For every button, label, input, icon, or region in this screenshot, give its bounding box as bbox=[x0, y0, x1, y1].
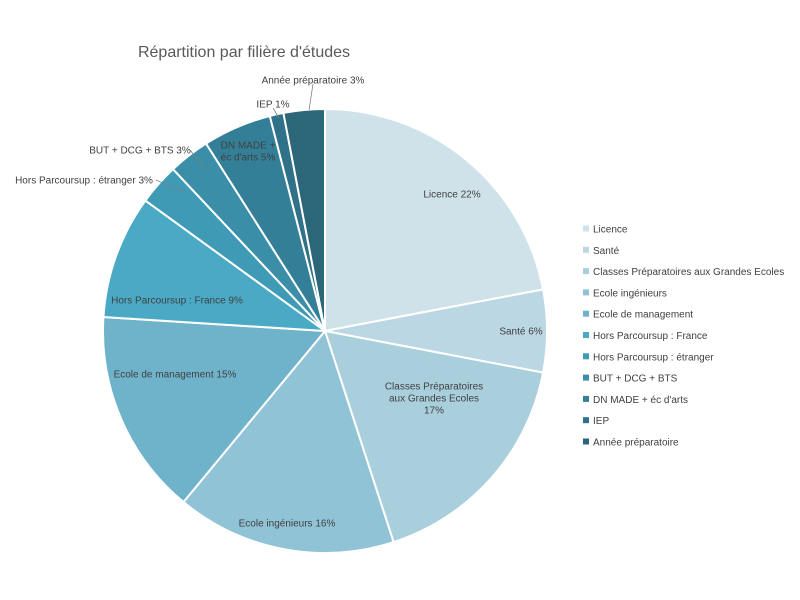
pie-slice-ecole-de-management bbox=[102, 315, 328, 504]
leader-lines bbox=[155, 83, 314, 193]
data-label-iep: IEP 1% bbox=[256, 100, 289, 111]
pie-slice-hors-parcoursup-france bbox=[102, 199, 329, 333]
leader-line-hors-parcoursup-etranger bbox=[155, 179, 184, 193]
legend-label-hors-parcoursup-etranger: Hors Parcoursup : étranger bbox=[593, 352, 714, 363]
legend-label-ecole-de-management: Ecole de management bbox=[593, 310, 693, 321]
chart-title: Répartition par filière d'études bbox=[138, 44, 350, 61]
pie-slice-licence bbox=[324, 107, 545, 333]
pie-slices bbox=[102, 107, 548, 554]
legend-label-hors-parcoursup-france: Hors Parcoursup : France bbox=[593, 331, 708, 342]
legend-swatch-dn-made-ec-d-arts bbox=[583, 395, 589, 402]
pie-slice-annee-preparatoire bbox=[282, 107, 326, 332]
data-label-licence: Licence 22% bbox=[423, 190, 480, 201]
data-labels: Licence 22% Santé 6% Classes Préparatoires… bbox=[15, 76, 543, 530]
leader-line-but-dcg-bts bbox=[189, 149, 207, 171]
legend-swatch-licence bbox=[583, 225, 589, 232]
legend-label-licence: Licence bbox=[593, 225, 628, 236]
data-label-but-dcg-bts: BUT + DCG + BTS 3% bbox=[89, 146, 191, 157]
legend-swatch-ecole-de-management bbox=[583, 310, 589, 317]
legend-swatch-but-dcg-bts bbox=[583, 374, 589, 381]
data-label-classes-preparatoires-aux-grandes-ecoles: Classes Préparatoires aux Grandes Ecoles 1… bbox=[385, 382, 483, 417]
legend-label-but-dcg-bts: BUT + DCG + BTS bbox=[593, 374, 678, 385]
legend-label-sante: Santé bbox=[593, 246, 620, 257]
leader-line-annee-preparatoire bbox=[308, 83, 314, 111]
legend-swatch-classes-preparatoires-aux-grandes-ecoles bbox=[583, 268, 589, 275]
pie-slice-ecole-ingenieurs bbox=[182, 328, 395, 554]
leader-line-iep bbox=[272, 107, 280, 119]
data-label-sante: Santé 6% bbox=[499, 327, 542, 338]
legend-swatch-hors-parcoursup-france bbox=[583, 332, 589, 338]
data-label-hors-parcoursup-france: Hors Parcoursup : France 9% bbox=[111, 296, 243, 307]
legend-label-classes-preparatoires-aux-grandes-ecoles: Classes Préparatoires aux Grandes Ecoles bbox=[593, 267, 784, 278]
data-label-hors-parcoursup-etranger: Hors Parcoursup : étranger 3% bbox=[15, 176, 153, 187]
data-label-annee-preparatoire: Année préparatoire 3% bbox=[262, 76, 365, 87]
legend-swatch-sante bbox=[583, 246, 589, 253]
data-label-ecole-ingenieurs: Ecole ingénieurs 16% bbox=[239, 519, 336, 530]
data-label-dn-made-ec-d-arts: DN MADE + éc d'arts 5% bbox=[221, 141, 276, 164]
legend-label-annee-preparatoire: Année préparatoire bbox=[593, 438, 679, 449]
legend-label-ecole-ingenieurs: Ecole ingénieurs bbox=[593, 288, 667, 299]
data-label-ecole-de-management: Ecole de management 15% bbox=[114, 370, 237, 381]
legend-swatch-ecole-ingenieurs bbox=[583, 289, 589, 296]
legend-swatch-annee-preparatoire bbox=[583, 438, 589, 445]
pie-slice-classes-preparatoires-aux-grandes-ecoles bbox=[323, 329, 545, 544]
legend-swatch-hors-parcoursup-etranger bbox=[583, 353, 589, 360]
legend-label-dn-made-ec-d-arts: DN MADE + éc d'arts bbox=[593, 395, 688, 406]
legend-swatch-iep bbox=[583, 417, 589, 424]
legend-label-iep: IEP bbox=[593, 416, 609, 427]
legend: Licence Santé Classes Préparatoires aux Gr… bbox=[583, 225, 784, 449]
